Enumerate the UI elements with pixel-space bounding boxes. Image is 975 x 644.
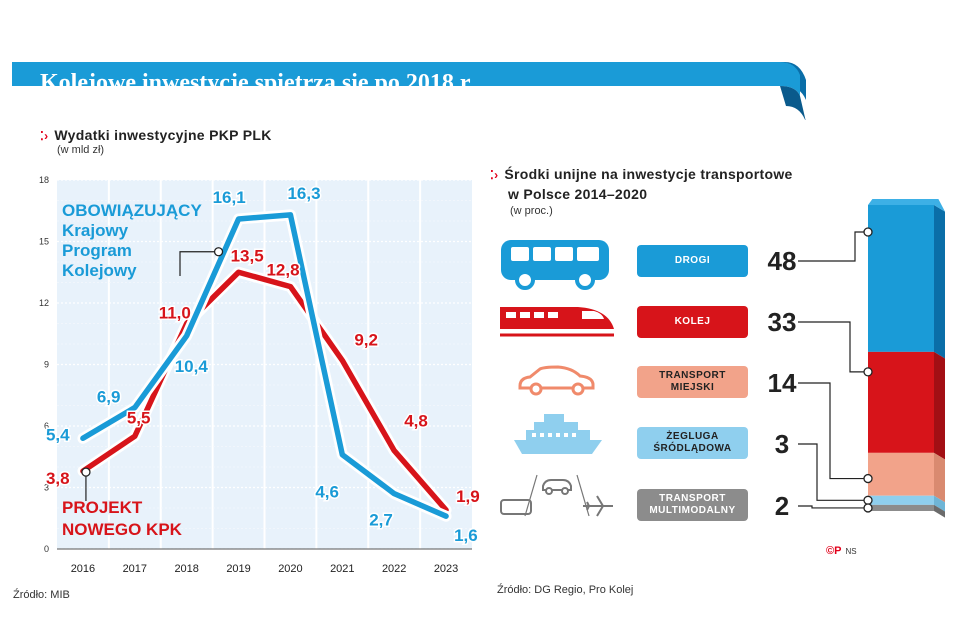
red-data-label: 4,8	[404, 412, 428, 431]
category-zegluga-line1: ŻEGLUGA	[666, 431, 719, 442]
stack-segment-front	[868, 495, 934, 505]
value-drogi: 48	[767, 246, 797, 276]
red-series-marker	[81, 467, 91, 477]
blue-series-marker	[213, 247, 224, 257]
multimodal-icon	[500, 474, 613, 517]
x-tick-label: 2017	[123, 563, 147, 575]
red-data-label: 12,8	[266, 261, 299, 280]
blue-data-label: 6,9	[97, 388, 121, 407]
blue-data-label: 4,6	[315, 483, 339, 502]
stack-segment-front	[868, 452, 934, 496]
value-leader-marker	[863, 503, 873, 513]
stack-segment-front	[868, 504, 934, 511]
page-title: Kolejowe inwestycje spietrzą się po 2018…	[40, 70, 475, 96]
blue-series-line	[80, 212, 449, 519]
category-transport-miejski-line1: TRANSPORT	[659, 370, 726, 381]
category-multimodalny-line1: TRANSPORT	[659, 493, 726, 504]
x-tick-label: 2022	[382, 563, 406, 575]
author-initials: NS	[845, 547, 857, 556]
red-series-line	[80, 269, 449, 513]
red-data-label: 1,9	[456, 487, 480, 506]
category-zegluga-line2: ŚRÓDLĄDOWA	[653, 443, 732, 454]
category-transport-miejski-line2: MIEJSKI	[670, 382, 715, 393]
y-tick-label: 9	[44, 360, 49, 370]
train-icon	[500, 307, 614, 337]
category-drogi-text: DROGI	[674, 255, 711, 266]
category-label-kolej: KOLEJ	[637, 306, 748, 338]
x-tick-label: 2019	[226, 563, 250, 575]
copyright-mark-text: ©P	[826, 545, 842, 557]
y-tick-label: 18	[39, 175, 49, 185]
blue-data-label: 16,1	[213, 188, 246, 207]
value-kolej: 33	[767, 307, 797, 337]
x-tick-label: 2018	[174, 563, 198, 575]
red-data-label: 11,0	[159, 304, 191, 323]
blue-data-label: 10,4	[175, 357, 209, 376]
stack-segment-front	[868, 351, 934, 453]
value-multimodalny: 2	[774, 491, 790, 521]
blue-series-name: Kolejowy	[62, 261, 137, 280]
red-data-label: 5,5	[127, 408, 151, 427]
right-chart-title-line2: w Polsce 2014–2020	[508, 186, 648, 202]
value-zegluga: 3	[774, 429, 790, 459]
title-bullet-icon: ⁚›	[40, 129, 49, 143]
x-tick-label: 2020	[278, 563, 302, 575]
y-tick-label: 15	[39, 237, 49, 247]
x-tick-label: 2016	[71, 563, 95, 575]
stack-segment-side	[934, 452, 945, 503]
stack-top-face	[868, 199, 945, 212]
category-label-multimodalny: TRANSPORT MULTIMODALNY	[637, 489, 748, 521]
value-transport-miejski: 14	[767, 368, 797, 398]
right-chart-title-line1: Środki unijne na inwestycje transportowe	[504, 166, 793, 182]
y-tick-label: 12	[39, 298, 49, 308]
stack-segment-front	[868, 205, 934, 352]
value-leader-marker	[863, 367, 873, 377]
copyright-mark: ©P NS	[826, 545, 857, 557]
x-tick-label: 2021	[330, 563, 354, 575]
left-chart-source: Źródło: MIB	[13, 589, 70, 601]
y-tick-label: 6	[44, 421, 49, 431]
stack-segment-side	[934, 504, 945, 518]
stack-segment-side	[934, 205, 945, 359]
right-chart-source: Źródło: DG Regio, Pro Kolej	[497, 584, 634, 596]
y-tick-label: 3	[44, 483, 49, 493]
red-data-label: 9,2	[354, 330, 378, 349]
blue-data-label: 16,3	[287, 184, 320, 203]
value-leader-marker	[863, 473, 873, 484]
category-label-transport-miejski: TRANSPORT MIEJSKI	[637, 366, 748, 398]
category-label-zegluga: ŻEGLUGA ŚRÓDLĄDOWA	[637, 427, 748, 459]
y-tick-label: 0	[44, 544, 49, 554]
stack-segment-side	[934, 495, 945, 512]
red-data-label: 3,8	[46, 469, 70, 488]
blue-series-name: Program	[62, 241, 132, 260]
category-kolej-text: KOLEJ	[674, 316, 711, 327]
blue-data-label: 1,6	[454, 526, 478, 545]
line-chart: 0 3 6 9 12 15 18 2016 2017 2018 2019 2020 2021 2022 20…	[39, 175, 480, 575]
left-chart-title-row: ⁚› Wydatki inwestycyjne PKP PLK	[40, 127, 272, 143]
left-chart-title: Wydatki inwestycyjne PKP PLK	[54, 127, 272, 143]
header-banner	[12, 62, 806, 120]
right-chart-subtitle: (w proc.)	[510, 205, 553, 217]
red-data-label: 13,5	[231, 246, 264, 265]
blue-data-label: 2,7	[369, 511, 393, 530]
bus-icon	[501, 240, 609, 290]
blue-data-label: 5,4	[46, 425, 70, 444]
left-chart-subtitle: (w mld zł)	[57, 144, 105, 156]
category-multimodalny-line2: MULTIMODALNY	[649, 505, 736, 516]
title-bullet-icon: ⁚›	[490, 168, 499, 182]
car-icon	[518, 365, 595, 396]
value-leader-marker	[863, 227, 873, 237]
red-series-name: PROJEKT	[62, 498, 143, 517]
x-tick-label: 2023	[434, 563, 458, 575]
stack-segment-side	[934, 351, 945, 460]
category-label-drogi: DROGI	[637, 245, 748, 277]
ship-icon	[514, 414, 602, 454]
red-series-name: NOWEGO KPK	[62, 520, 183, 539]
blue-series-leader	[179, 251, 219, 276]
blue-series-name: Krajowy	[62, 221, 129, 240]
blue-series-name: OBOWIĄZUJĄCY	[62, 201, 202, 220]
value-leader-marker	[863, 495, 873, 505]
right-chart-title-row-1: ⁚› Środki unijne na inwestycje transporto…	[490, 166, 793, 182]
